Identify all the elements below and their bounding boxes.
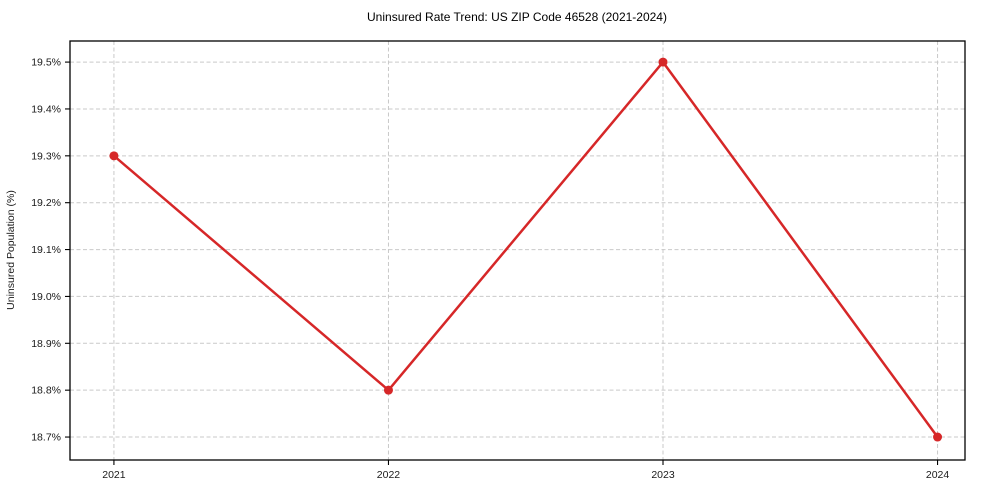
plot-border [69, 40, 966, 461]
x-tick-label: 2022 [377, 469, 401, 481]
y-tick-label: 19.2% [31, 197, 61, 209]
y-tick-label: 18.8% [31, 385, 61, 397]
data-point-marker [383, 385, 393, 395]
x-tick-label: 2021 [102, 469, 126, 481]
y-tick-label: 19.3% [31, 150, 61, 162]
chart-title: Uninsured Rate Trend: US ZIP Code 46528 … [367, 10, 667, 24]
y-tick-label: 19.4% [31, 103, 61, 115]
x-tick-label: 2024 [926, 469, 950, 481]
y-tick-label: 18.7% [31, 432, 61, 444]
x-tick-label: 2023 [651, 469, 675, 481]
y-tick-label: 19.5% [31, 57, 61, 69]
data-point-marker [658, 57, 668, 67]
data-point-marker [109, 151, 119, 161]
trend-line [112, 60, 939, 439]
y-tick-label: 19.1% [31, 244, 61, 256]
y-axis-label: Uninsured Population (%) [5, 190, 17, 310]
y-tick-label: 19.0% [31, 291, 61, 303]
data-point-marker [933, 432, 943, 442]
y-tick-label: 18.9% [31, 338, 61, 350]
